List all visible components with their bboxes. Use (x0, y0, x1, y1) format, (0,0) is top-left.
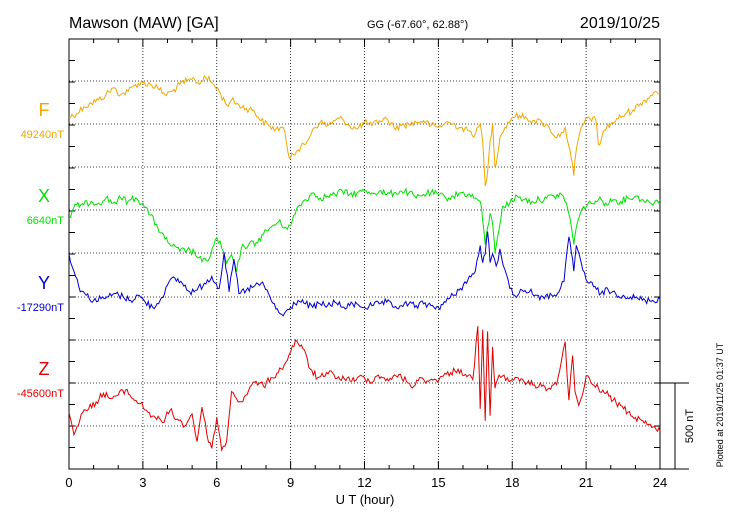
station-title: Mawson (MAW) [GA] (69, 15, 219, 32)
series-line-z (68, 326, 661, 452)
x-tick-label-21: 21 (579, 475, 593, 490)
x-tick-label-3: 3 (139, 475, 146, 490)
series-line-y (68, 231, 661, 317)
x-tick-label-15: 15 (431, 475, 445, 490)
x-tick-label-12: 12 (357, 475, 371, 490)
series-baseline-y: -17290nT (17, 302, 64, 314)
station-coords: GG (-67.60°, 62.88°) (367, 19, 468, 31)
tick-layer: 0 3 6 9 12 15 18 21 24 (65, 39, 667, 490)
x-tick-label-24: 24 (653, 475, 667, 490)
series-baseline-f: 49240nT (21, 129, 65, 141)
label-layer: F 49240nT X 6640nT Y -17290nT Z -45600nT (17, 100, 64, 400)
series-baseline-z: -45600nT (17, 388, 64, 400)
x-tick-label-9: 9 (287, 475, 294, 490)
series-name-z: Z (39, 359, 50, 379)
plotted-timestamp: Plotted at 2019/11/25 01:37 UT (715, 342, 725, 467)
series-name-f: F (39, 100, 50, 120)
x-tick-label-6: 6 (213, 475, 220, 490)
x-tick-label-0: 0 (65, 475, 72, 490)
series-name-x: X (38, 186, 50, 206)
series-baseline-x: 6640nT (27, 215, 65, 227)
series-name-y: Y (38, 273, 50, 293)
scale-bar: 500 nT (660, 382, 696, 470)
series-line-f (68, 74, 661, 187)
grid-layer (69, 39, 660, 469)
plot-date: 2019/10/25 (580, 15, 660, 32)
series-line-x (68, 187, 661, 272)
scale-bar-label: 500 nT (684, 409, 696, 444)
series-layer (68, 74, 661, 452)
x-tick-label-18: 18 (505, 475, 519, 490)
x-axis-title: U T (hour) (336, 492, 395, 507)
